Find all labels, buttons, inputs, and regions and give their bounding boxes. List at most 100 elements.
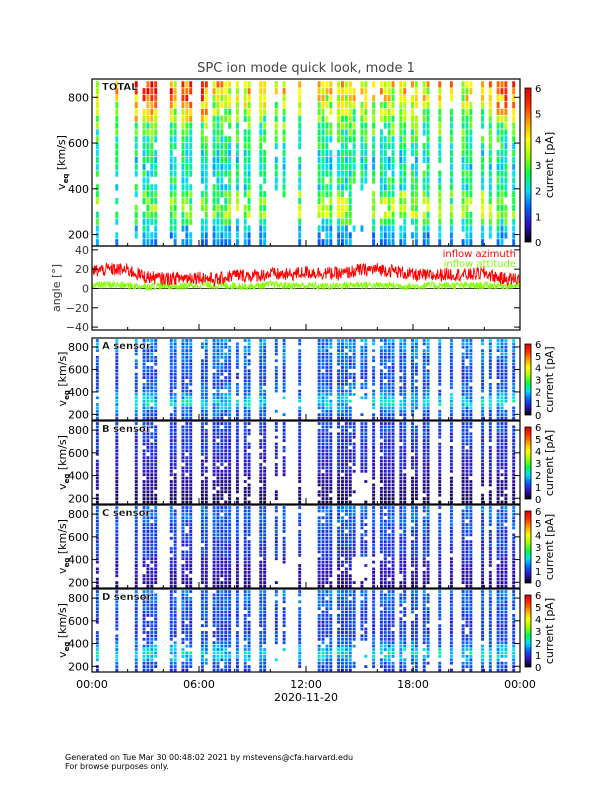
heatmap-cell — [134, 136, 138, 143]
heatmap-cell — [372, 567, 376, 571]
heatmap-cell — [189, 339, 193, 342]
heatmap-cell — [189, 393, 193, 396]
heatmap-cell — [461, 399, 465, 403]
heatmap-cell — [146, 476, 150, 480]
heatmap-cell — [372, 156, 376, 164]
heatmap-cell — [461, 191, 465, 198]
heatmap-cell — [259, 366, 263, 369]
heatmap-cell — [352, 95, 356, 102]
heatmap-cell — [216, 452, 220, 456]
heatmap-cell — [469, 197, 473, 205]
heatmap-cell — [399, 536, 403, 540]
heatmap-cell — [282, 456, 286, 460]
heatmap-cell — [154, 446, 158, 449]
heatmap-cell — [329, 483, 333, 487]
heatmap-cell — [325, 570, 329, 574]
heatmap-cell — [235, 136, 239, 143]
heatmap-cell — [344, 342, 348, 346]
heatmap-cell — [321, 359, 325, 363]
heatmap-cell — [341, 564, 344, 567]
heatmap-cell — [461, 473, 465, 477]
heatmap-cell — [383, 81, 387, 88]
heatmap-cell — [169, 115, 173, 122]
heatmap-cell — [154, 225, 158, 232]
heatmap-cell — [220, 456, 224, 460]
heatmap-cell — [461, 372, 465, 376]
heatmap-cell — [372, 493, 376, 497]
heatmap-cell — [422, 422, 426, 425]
heatmap-cell — [438, 352, 442, 356]
heatmap-cell — [189, 108, 193, 115]
heatmap-cell — [95, 95, 99, 102]
heatmap-cell — [259, 584, 263, 588]
heatmap-cell — [496, 122, 500, 129]
colorbar-tick-label: 0 — [535, 495, 541, 506]
heatmap-cell — [426, 581, 430, 584]
heatmap-cell — [274, 446, 278, 449]
heatmap-cell — [360, 225, 364, 232]
heatmap-cell — [337, 129, 341, 136]
heatmap-cell — [259, 197, 263, 205]
heatmap-cell — [348, 536, 352, 540]
heatmap-cell — [259, 540, 263, 544]
heatmap-cell — [325, 379, 329, 383]
heatmap-cell — [204, 428, 208, 432]
heatmap-cell — [321, 163, 325, 170]
heatmap-cell — [282, 349, 286, 352]
heatmap-cell — [379, 396, 383, 400]
heatmap-cell — [344, 108, 348, 115]
heatmap-cell — [512, 163, 516, 170]
heatmap-cell — [154, 108, 158, 115]
heatmap-cell — [134, 547, 138, 550]
heatmap-cell — [414, 533, 418, 537]
heatmap-cell — [500, 81, 504, 88]
heatmap-cell — [146, 413, 150, 417]
heatmap-cell — [95, 530, 99, 533]
heatmap-cell — [247, 163, 251, 170]
heatmap-cell — [488, 413, 492, 417]
heatmap-cell — [422, 355, 426, 359]
heatmap-cell — [317, 149, 321, 157]
heatmap-cell — [360, 369, 364, 373]
heatmap-cell — [154, 372, 158, 376]
heatmap-cell — [173, 399, 177, 403]
heatmap-cell — [500, 574, 504, 578]
heatmap-cell — [461, 483, 465, 487]
heatmap-cell — [426, 409, 430, 413]
heatmap-cell — [500, 129, 504, 136]
heatmap-cell — [235, 376, 239, 379]
heatmap-cell — [274, 526, 278, 530]
heatmap-cell — [465, 409, 469, 413]
heatmap-cell — [200, 382, 204, 386]
heatmap-cell — [298, 486, 302, 490]
heatmap-cell — [383, 406, 387, 410]
heatmap-cell — [488, 352, 492, 356]
heatmap-cell — [422, 339, 426, 342]
heatmap-cell — [414, 560, 418, 564]
heatmap-cell — [352, 366, 356, 369]
heatmap-cell — [411, 570, 414, 574]
heatmap-cell — [426, 435, 430, 439]
heatmap-cell — [259, 88, 263, 95]
heatmap-cell — [422, 486, 426, 490]
heatmap-cell — [399, 533, 403, 537]
heatmap-cell — [399, 469, 403, 473]
heatmap-cell — [216, 95, 220, 102]
heatmap-cell — [411, 389, 414, 393]
heatmap-cell — [200, 500, 204, 504]
heatmap-cell — [364, 81, 368, 88]
heatmap-cell — [185, 557, 189, 561]
heatmap-cell — [399, 456, 403, 460]
heatmap-cell — [212, 101, 216, 109]
heatmap-cell — [224, 170, 228, 177]
heatmap-cell — [212, 225, 216, 232]
heatmap-cell — [216, 352, 220, 356]
heatmap-cell — [469, 557, 473, 561]
heatmap-cell — [364, 446, 368, 449]
heatmap-cell — [449, 581, 453, 584]
heatmap-cell — [411, 406, 414, 410]
heatmap-cell — [235, 81, 239, 88]
heatmap-cell — [181, 339, 185, 342]
heatmap-cell — [403, 466, 407, 470]
heatmap-cell — [422, 352, 426, 356]
